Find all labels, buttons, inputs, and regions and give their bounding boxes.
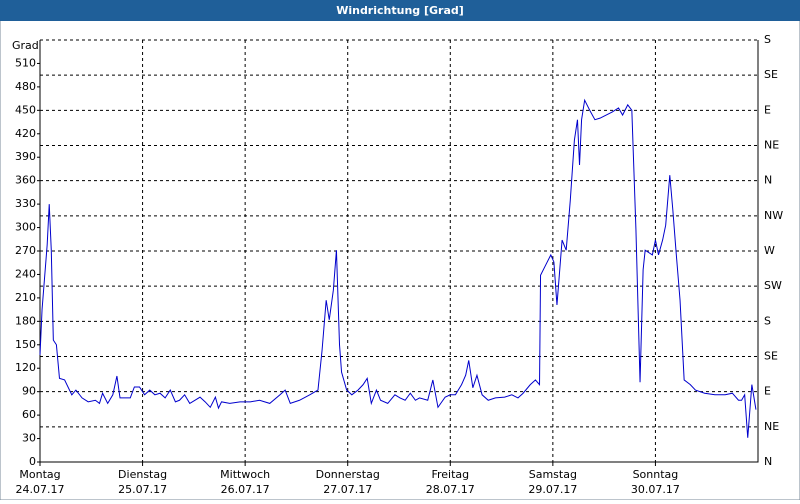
y-tick-label: 510 [15,56,36,69]
y-tick-label: 390 [15,150,36,163]
y-tick-label: 300 [15,221,36,234]
y2-tick-label: SE [764,68,778,81]
x-tick-label: Samstag [529,468,577,481]
x-tick-sublabel: 28.07.17 [426,483,475,496]
x-tick-label: Mittwoch [220,468,270,481]
x-tick-sublabel: 24.07.17 [16,483,65,496]
x-tick-label: Dienstag [118,468,167,481]
y2-tick-label: SE [764,350,778,363]
x-tick-sublabel: 25.07.17 [118,483,167,496]
y2-tick-label: SW [764,279,782,292]
y2-tick-label: E [764,103,771,116]
y2-tick-label: E [764,385,771,398]
data-line [39,98,757,438]
y-tick-label: 180 [15,314,36,327]
y-tick-label: 330 [15,197,36,210]
y-tick-label: 360 [15,174,36,187]
y2-tick-label: NE [764,420,779,433]
y-tick-label: 420 [15,127,36,140]
x-tick-sublabel: 29.07.17 [528,483,577,496]
y-tick-label: 240 [15,267,36,280]
y-tick-label: 0 [29,455,36,468]
y2-tick-label: N [764,174,772,187]
x-tick-label: Sonntag [633,468,679,481]
y2-tick-label: NE [764,139,779,152]
plot-frame [39,40,759,463]
y2-tick-label: S [764,314,771,327]
x-tick-label: Montag [19,468,60,481]
y-axis-label: Grad [12,39,39,52]
y2-tick-label: S [764,33,771,46]
x-tick-label: Donnerstag [316,468,380,481]
title-bar [0,0,800,21]
chart-title: Windrichtung [Grad] [336,4,464,17]
x-tick-sublabel: 30.07.17 [631,483,680,496]
x-tick-sublabel: 26.07.17 [221,483,270,496]
y-tick-label: 60 [22,408,36,421]
y-tick-label: 30 [22,432,36,445]
y-tick-label: 480 [15,80,36,93]
x-tick-label: Freitag [431,468,469,481]
y-tick-label: 270 [15,244,36,257]
y-tick-label: 90 [22,385,36,398]
y-tick-label: 450 [15,103,36,116]
y2-tick-label: NW [764,209,783,222]
x-tick-sublabel: 27.07.17 [323,483,372,496]
y2-tick-label: N [764,455,772,468]
y2-tick-label: W [764,244,775,257]
y-tick-label: 120 [15,361,36,374]
y-tick-label: 150 [15,338,36,351]
y-tick-label: 210 [15,291,36,304]
